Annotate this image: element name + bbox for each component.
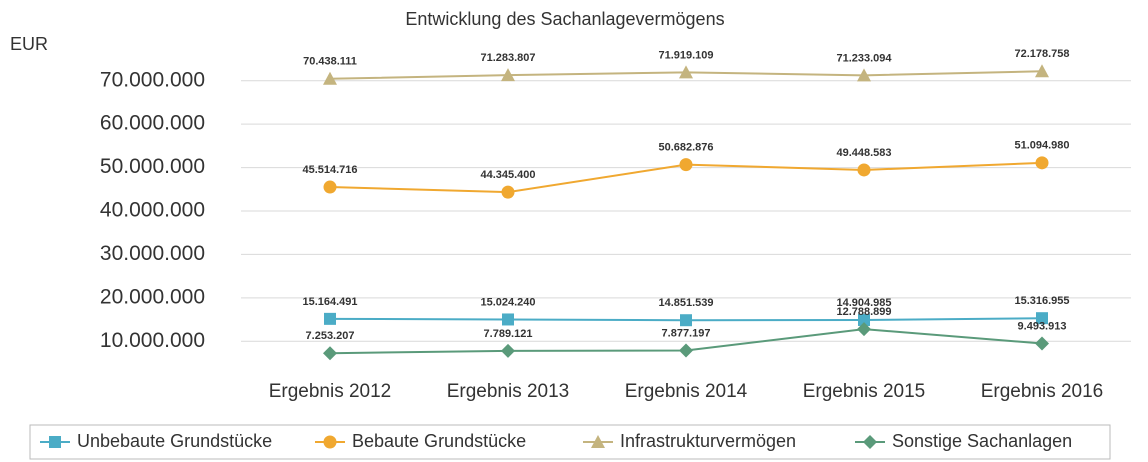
data-point [680,314,692,327]
data-label: 71.233.094 [836,52,892,64]
y-tick-label: 70.000.000 [100,68,205,91]
data-point [323,346,337,361]
data-label: 14.851.539 [658,297,713,309]
data-point [501,68,515,82]
data-point [857,163,871,177]
legend-label: Infrastrukturvermögen [620,431,796,451]
data-label: 72.178.758 [1014,48,1069,60]
legend-marker [863,435,877,449]
legend-box [29,424,1111,460]
data-point [324,312,336,325]
legend-label: Sonstige Sachanlagen [892,431,1072,451]
data-label: 7.877.197 [662,327,711,339]
data-label: 71.919.109 [658,49,713,61]
data-label: 12.788.899 [836,306,891,318]
data-point [501,343,515,358]
data-label: 70.438.111 [303,56,357,68]
data-label: 9.493.913 [1018,320,1067,332]
y-tick-label: 60.000.000 [100,112,205,135]
data-point [1035,64,1049,78]
data-point [858,313,870,326]
chart-title: Entwicklung des Sachanlagevermögens [405,9,724,29]
data-point [323,180,337,194]
data-label: 51.094.980 [1014,140,1069,152]
data-point [679,158,693,172]
data-point [857,322,871,337]
y-tick-label: 20.000.000 [100,285,205,308]
x-tick-label: Ergebnis 2015 [803,381,926,402]
data-point [1035,156,1049,170]
y-tick-label: 30.000.000 [100,242,205,265]
data-point [323,71,337,85]
data-label: 15.024.240 [480,296,535,308]
x-tick-label: Ergebnis 2016 [981,381,1104,402]
y-tick-label: 40.000.000 [100,199,205,222]
x-tick-label: Ergebnis 2014 [625,381,748,402]
legend-marker [591,435,605,448]
data-point [1036,312,1048,325]
y-tick-label: 50.000.000 [100,155,205,178]
data-label: 50.682.876 [658,142,713,154]
data-label: 15.164.491 [302,296,357,308]
data-point [679,65,693,79]
data-label: 7.789.121 [484,328,533,340]
legend-marker [323,435,337,449]
data-label: 44.345.400 [480,169,535,181]
data-point [502,313,514,326]
x-tick-label: Ergebnis 2013 [447,381,570,402]
legend-label: Bebaute Grundstücke [352,431,526,451]
x-tick-label: Ergebnis 2012 [269,381,392,402]
data-label: 49.448.583 [836,147,891,159]
y-tick-label: 10.000.000 [100,329,205,352]
data-label: 7.253.207 [306,330,355,342]
y-axis-label: EUR [10,34,48,54]
data-point [857,68,871,82]
data-point [501,185,515,199]
legend-marker [49,436,61,448]
data-point [679,343,693,358]
data-point [1035,336,1049,351]
data-label: 14.904.985 [836,297,891,309]
legend-label: Unbebaute Grundstücke [77,431,272,451]
data-label: 15.316.955 [1014,295,1069,307]
data-label: 71.283.807 [480,52,535,64]
data-label: 45.514.716 [302,164,357,176]
